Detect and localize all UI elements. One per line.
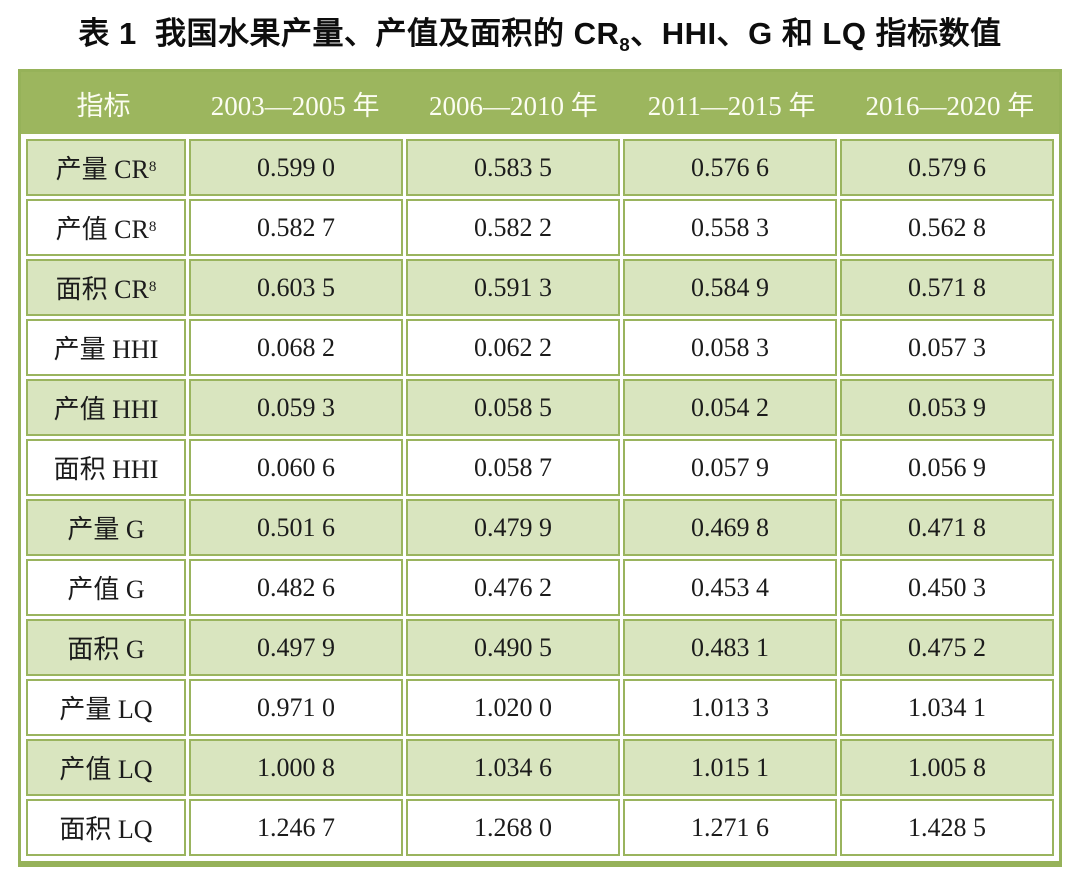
value-cell: 1.034 6 [406,739,620,797]
row-label-cell: 产值 G [26,559,186,617]
value-cell: 0.057 9 [623,439,837,497]
row-label-text: 产量 G [67,515,145,545]
value-cell: 1.246 7 [189,799,403,857]
value-cell: 1.268 0 [406,799,620,857]
value-cell: 0.582 2 [406,199,620,257]
table-body: 产量 CR 8 0.599 0 0.583 5 0.576 6 0.579 6 产值 CR 8… [21,134,1059,862]
table-row: 产值 G 0.482 6 0.476 2 0.453 4 0.450 3 [26,559,1054,617]
page-title-text-tail: 、HHI、G 和 LQ 指标数值 [630,16,1002,51]
value-cell: 1.034 1 [840,679,1054,737]
value-cell: 0.571 8 [840,259,1054,317]
value-cell: 0.450 3 [840,559,1054,617]
row-label-cell: 产量 HHI [26,319,186,377]
row-label-text: 产值 HHI [53,395,159,425]
value-cell: 0.490 5 [406,619,620,677]
value-cell: 0.475 2 [840,619,1054,677]
header-cell: 2006—2010 年 [429,90,598,121]
table-row: 产值 CR 8 0.582 7 0.582 2 0.558 3 0.562 8 [26,199,1054,257]
value-cell: 0.483 1 [623,619,837,677]
value-cell: 0.471 8 [840,499,1054,557]
value-cell: 0.068 2 [189,319,403,377]
value-cell: 0.603 5 [189,259,403,317]
row-label-cell: 面积 HHI [26,439,186,497]
value-cell: 0.497 9 [189,619,403,677]
value-cell: 0.558 3 [623,199,837,257]
table-row: 产值 LQ 1.000 8 1.034 6 1.015 1 1.005 8 [26,739,1054,797]
table-header-row: 指标 2003—2005 年 2006—2010 年 2011—2015 年 2016—… [21,72,1059,135]
row-label-subscript: 8 [148,219,157,236]
value-cell: 1.428 5 [840,799,1054,857]
row-label-text: 产量 CR [55,155,149,185]
row-label-text: 产值 G [67,575,145,605]
value-cell: 1.020 0 [406,679,620,737]
value-cell: 0.579 6 [840,139,1054,197]
row-label-cell: 面积 CR 8 [26,259,186,317]
value-cell: 0.453 4 [623,559,837,617]
table-row: 产值 HHI 0.059 3 0.058 5 0.054 2 0.053 9 [26,379,1054,437]
row-label-text: 产量 HHI [53,335,159,365]
row-label-cell: 产值 HHI [26,379,186,437]
value-cell: 0.062 2 [406,319,620,377]
value-cell: 1.013 3 [623,679,837,737]
value-cell: 0.501 6 [189,499,403,557]
value-cell: 0.476 2 [406,559,620,617]
value-cell: 1.271 6 [623,799,837,857]
value-cell: 0.482 6 [189,559,403,617]
value-cell: 0.054 2 [623,379,837,437]
row-label-cell: 产值 LQ [26,739,186,797]
page-title: 表 1 我国水果产量、产值及面积的 CR8、HHI、G 和 LQ 指标数值 [0,0,1080,56]
value-cell: 0.053 9 [840,379,1054,437]
row-label-text: 面积 LQ [59,815,153,845]
value-cell: 0.479 9 [406,499,620,557]
table-row: 产量 G 0.501 6 0.479 9 0.469 8 0.471 8 [26,499,1054,557]
row-label-text: 面积 CR [55,275,149,305]
value-cell: 0.591 3 [406,259,620,317]
value-cell: 0.469 8 [623,499,837,557]
table-row: 面积 HHI 0.060 6 0.058 7 0.057 9 0.056 9 [26,439,1054,497]
row-label-cell: 产量 CR 8 [26,139,186,197]
value-cell: 1.005 8 [840,739,1054,797]
value-cell: 0.058 3 [623,319,837,377]
page-title-subscript: 8 [619,34,631,56]
table-row: 面积 LQ 1.246 7 1.268 0 1.271 6 1.428 5 [26,799,1054,857]
table-row: 面积 G 0.497 9 0.490 5 0.483 1 0.475 2 [26,619,1054,677]
header-cell: 2003—2005 年 [210,90,380,121]
row-label-text: 产量 LQ [59,695,153,725]
value-cell: 0.059 3 [189,379,403,437]
row-label-text: 面积 G [67,635,145,665]
value-cell: 0.582 7 [189,199,403,257]
value-cell: 0.599 0 [189,139,403,197]
header-cell: 2011—2015 年 [647,90,816,121]
value-cell: 0.583 5 [406,139,620,197]
value-cell: 1.015 1 [623,739,837,797]
table-row: 产量 HHI 0.068 2 0.062 2 0.058 3 0.057 3 [26,319,1054,377]
data-table: 指标 2003—2005 年 2006—2010 年 2011—2015 年 2016—… [18,69,1062,868]
row-label-cell: 产量 LQ [26,679,186,737]
value-cell: 0.584 9 [623,259,837,317]
value-cell: 0.060 6 [189,439,403,497]
value-cell: 0.576 6 [623,139,837,197]
row-label-cell: 产量 G [26,499,186,557]
value-cell: 1.000 8 [189,739,403,797]
value-cell: 0.057 3 [840,319,1054,377]
row-label-text: 产值 LQ [59,755,153,785]
row-label-text: 产值 CR [55,215,149,245]
row-label-cell: 面积 LQ [26,799,186,857]
value-cell: 0.971 0 [189,679,403,737]
value-cell: 0.056 9 [840,439,1054,497]
value-cell: 0.058 5 [406,379,620,437]
table-row: 产量 CR 8 0.599 0 0.583 5 0.576 6 0.579 6 [26,139,1054,197]
table-row: 面积 CR 8 0.603 5 0.591 3 0.584 9 0.571 8 [26,259,1054,317]
header-cell: 2016—2020 年 [865,90,1035,121]
table-row: 产量 LQ 0.971 0 1.020 0 1.013 3 1.034 1 [26,679,1054,737]
value-cell: 0.058 7 [406,439,620,497]
row-label-text: 面积 HHI [53,455,159,485]
header-cell: 指标 [76,90,131,121]
row-label-cell: 面积 G [26,619,186,677]
row-label-subscript: 8 [148,159,157,176]
page-title-text: 表 1 我国水果产量、产值及面积的 CR [78,16,620,51]
value-cell: 0.562 8 [840,199,1054,257]
row-label-cell: 产值 CR 8 [26,199,186,257]
row-label-subscript: 8 [148,279,157,296]
